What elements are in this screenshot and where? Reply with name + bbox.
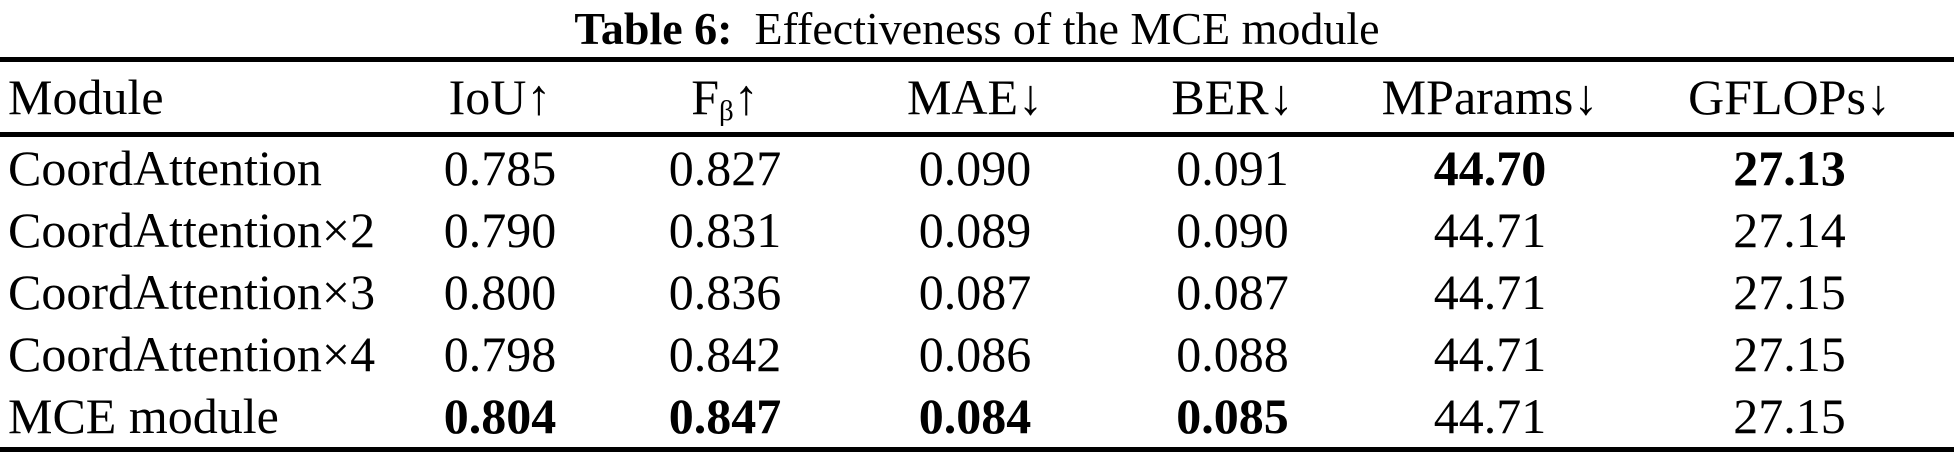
value-cell: 0.804 (443, 388, 557, 444)
module-cell: CoordAttention×3 (8, 264, 376, 320)
value-cell: 0.798 (443, 326, 557, 382)
table-caption-text: Effectiveness of the MCE module (754, 3, 1380, 54)
value-cell: 0.085 (1176, 388, 1289, 444)
value-cell: 0.088 (1176, 326, 1289, 382)
value-cell: 44.70 (1433, 140, 1547, 196)
module-cell: MCE module (8, 388, 279, 444)
table-caption-number: Table 6: (574, 3, 733, 54)
module-cell: CoordAttention×2 (8, 202, 376, 258)
value-cell: 0.785 (443, 140, 557, 196)
table-row: CoordAttention×4 0.798 0.842 0.086 0.088 44.7… (0, 323, 1954, 385)
value-cell: 0.847 (668, 388, 782, 444)
down-arrow-icon: ↓ (1268, 69, 1294, 125)
header-ber: BER↓ (1110, 59, 1355, 137)
table-row: CoordAttention 0.785 0.827 0.090 0.091 44.70 2… (0, 135, 1954, 200)
value-cell: 0.831 (668, 202, 782, 258)
value-cell: 44.71 (1433, 264, 1547, 320)
value-cell: 0.090 (918, 140, 1032, 196)
value-cell: 0.827 (668, 140, 782, 196)
value-cell: 27.15 (1733, 388, 1846, 444)
module-cell: CoordAttention (8, 140, 322, 196)
header-iou: IoU↑ (390, 59, 610, 137)
value-cell: 0.800 (443, 264, 557, 320)
header-mparams: MParams↓ (1355, 59, 1625, 137)
value-cell: 27.14 (1733, 202, 1846, 258)
down-arrow-icon: ↓ (1573, 69, 1599, 125)
table-row: CoordAttention×2 0.790 0.831 0.089 0.090 44.7… (0, 199, 1954, 261)
value-cell: 0.087 (1176, 264, 1289, 320)
table-body: CoordAttention 0.785 0.827 0.090 0.091 44.70 2… (0, 135, 1954, 450)
value-cell: 27.15 (1733, 264, 1846, 320)
value-cell: 0.836 (668, 264, 782, 320)
value-cell: 0.790 (443, 202, 557, 258)
value-cell: 27.15 (1733, 326, 1846, 382)
header-mae: MAE↓ (840, 59, 1110, 137)
results-table: Module IoU↑ Fβ↑ MAE↓ BER↓ MParams↓ (0, 57, 1954, 452)
header-row: Module IoU↑ Fβ↑ MAE↓ BER↓ MParams↓ (0, 59, 1954, 137)
up-arrow-icon: ↑ (733, 69, 759, 125)
value-cell: 0.091 (1176, 140, 1289, 196)
header-module: Module (0, 59, 390, 137)
value-cell: 44.71 (1433, 388, 1547, 444)
value-cell: 0.084 (918, 388, 1032, 444)
value-cell: 0.842 (668, 326, 782, 382)
value-cell: 0.089 (918, 202, 1032, 258)
value-cell: 44.71 (1433, 202, 1547, 258)
table-header: Module IoU↑ Fβ↑ MAE↓ BER↓ MParams↓ (0, 59, 1954, 137)
value-cell: 44.71 (1433, 326, 1547, 382)
down-arrow-icon: ↓ (1018, 69, 1044, 125)
table-row: CoordAttention×3 0.800 0.836 0.087 0.087 44.7… (0, 261, 1954, 323)
header-fbeta: Fβ↑ (610, 59, 840, 137)
table-caption: Table 6: Effectiveness of the MCE module (0, 0, 1954, 57)
beta-subscript: β (719, 95, 734, 128)
value-cell: 0.086 (918, 326, 1032, 382)
module-cell: CoordAttention×4 (8, 326, 376, 382)
up-arrow-icon: ↑ (526, 69, 552, 125)
value-cell: 0.087 (918, 264, 1032, 320)
value-cell: 0.090 (1176, 202, 1289, 258)
header-gflops: GFLOPs↓ (1625, 59, 1954, 137)
down-arrow-icon: ↓ (1865, 69, 1891, 125)
table-row: MCE module 0.804 0.847 0.084 0.085 44.71 27.15 (0, 385, 1954, 450)
value-cell: 27.13 (1733, 140, 1846, 196)
